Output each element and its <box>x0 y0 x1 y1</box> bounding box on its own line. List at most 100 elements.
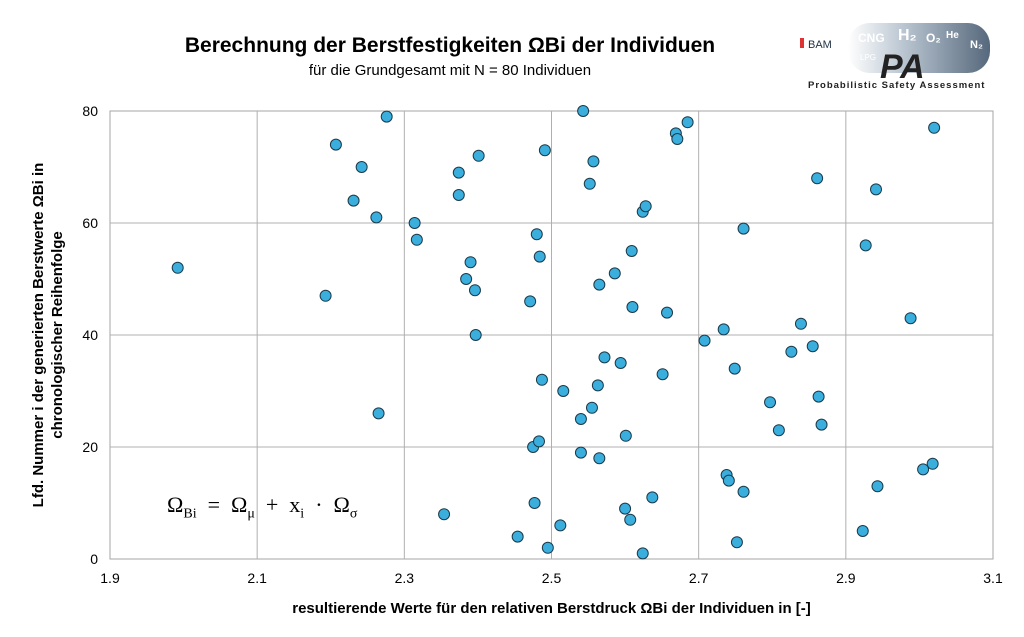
data-point <box>598 351 611 364</box>
data-point <box>535 373 548 386</box>
data-point <box>329 138 342 151</box>
data-point <box>794 317 807 330</box>
logo-tagline: Probabilistic Safety Assessment <box>808 80 986 91</box>
data-point <box>591 379 604 392</box>
svg-text:H₂: H₂ <box>898 27 917 44</box>
data-point <box>722 474 735 487</box>
chart-title: Berechnung der Berstfestigkeiten ΩBi der… <box>184 34 716 57</box>
data-point <box>528 497 541 509</box>
data-point <box>355 161 368 173</box>
data-point <box>917 463 930 476</box>
data-point <box>815 418 828 431</box>
data-point <box>671 133 684 145</box>
data-point <box>681 116 694 129</box>
data-point <box>533 250 546 263</box>
data-point <box>728 362 741 375</box>
data-point <box>764 396 777 409</box>
x-tick-label: 1.9 <box>100 570 120 586</box>
data-point <box>717 323 730 336</box>
data-point <box>319 289 332 302</box>
data-point <box>871 480 884 493</box>
x-tick-label: 3.1 <box>983 570 1003 586</box>
data-point <box>730 536 743 549</box>
data-point <box>460 273 473 285</box>
x-tick-label: 2.9 <box>836 570 856 586</box>
y-tick-label: 60 <box>82 215 98 231</box>
data-point <box>577 105 590 117</box>
data-point <box>530 228 543 241</box>
data-point <box>574 446 587 459</box>
data-point <box>372 407 385 420</box>
data-point <box>772 424 785 437</box>
data-point <box>656 368 669 381</box>
data-point <box>370 211 383 224</box>
data-point <box>870 183 883 196</box>
y-axis-label-line1: Lfd. Nummer i der generierten Berstwerte… <box>30 162 47 508</box>
data-point <box>625 245 638 257</box>
data-point <box>554 519 567 532</box>
data-point <box>593 452 606 465</box>
data-point <box>806 340 819 353</box>
y-axis-label-line2: chronologischer Reihenfolge <box>49 231 66 439</box>
data-point <box>812 390 825 403</box>
data-point <box>614 357 627 369</box>
data-point <box>737 222 750 235</box>
data-point <box>380 110 393 123</box>
data-point <box>171 261 184 274</box>
x-tick-label: 2.7 <box>689 570 709 586</box>
data-point <box>469 329 482 341</box>
data-point <box>619 429 632 442</box>
x-axis-label: resultierende Werte für den relativen Be… <box>292 600 811 617</box>
data-point <box>926 457 939 470</box>
y-axis-label: Lfd. Nummer i der generierten Berstwerte… <box>29 105 67 565</box>
data-point <box>904 312 917 325</box>
chart-subtitle: für die Grundgesamt mit N = 80 Individue… <box>308 62 592 79</box>
y-tick-label: 20 <box>82 439 98 455</box>
data-point <box>532 435 545 448</box>
data-point <box>541 541 554 554</box>
x-tick-label: 2.5 <box>542 570 562 586</box>
data-point <box>636 547 649 560</box>
data-point <box>538 144 551 157</box>
data-point <box>583 177 596 190</box>
data-point <box>472 149 485 162</box>
svg-text:He: He <box>946 30 959 41</box>
formula-annotation: ΩBi = Ωμ + xi · Ωσ <box>167 492 358 522</box>
data-point <box>698 334 711 347</box>
data-point <box>928 121 941 134</box>
data-point <box>347 194 360 207</box>
data-point <box>624 513 637 526</box>
data-point <box>737 485 750 498</box>
data-point <box>811 172 824 185</box>
data-point <box>557 385 570 397</box>
svg-text:LPG: LPG <box>860 53 876 62</box>
data-point <box>639 200 652 213</box>
data-point <box>856 525 869 537</box>
y-tick-label: 80 <box>82 103 98 119</box>
data-point <box>859 239 872 252</box>
data-point <box>587 155 600 168</box>
bam-pa-logo: BAM CNG H₂ O₂ He N₂ LPG PA <box>800 23 990 86</box>
data-point <box>468 284 481 297</box>
data-point <box>646 491 659 504</box>
data-point <box>593 278 606 291</box>
data-point <box>661 306 674 319</box>
svg-text:O₂: O₂ <box>926 31 941 45</box>
svg-text:PA: PA <box>880 48 925 86</box>
data-point <box>619 502 632 515</box>
x-tick-label: 2.1 <box>247 570 267 586</box>
data-point <box>608 267 621 280</box>
svg-text:BAM: BAM <box>808 39 832 51</box>
data-point <box>410 233 423 246</box>
data-point <box>438 508 451 521</box>
data-point <box>626 301 639 313</box>
svg-text:CNG: CNG <box>858 31 885 45</box>
data-point <box>452 189 465 201</box>
data-point <box>511 530 524 543</box>
data-point <box>452 166 465 179</box>
data-point <box>785 345 798 358</box>
x-tick-label: 2.3 <box>395 570 415 586</box>
data-point <box>585 401 598 414</box>
data-point <box>524 295 537 308</box>
